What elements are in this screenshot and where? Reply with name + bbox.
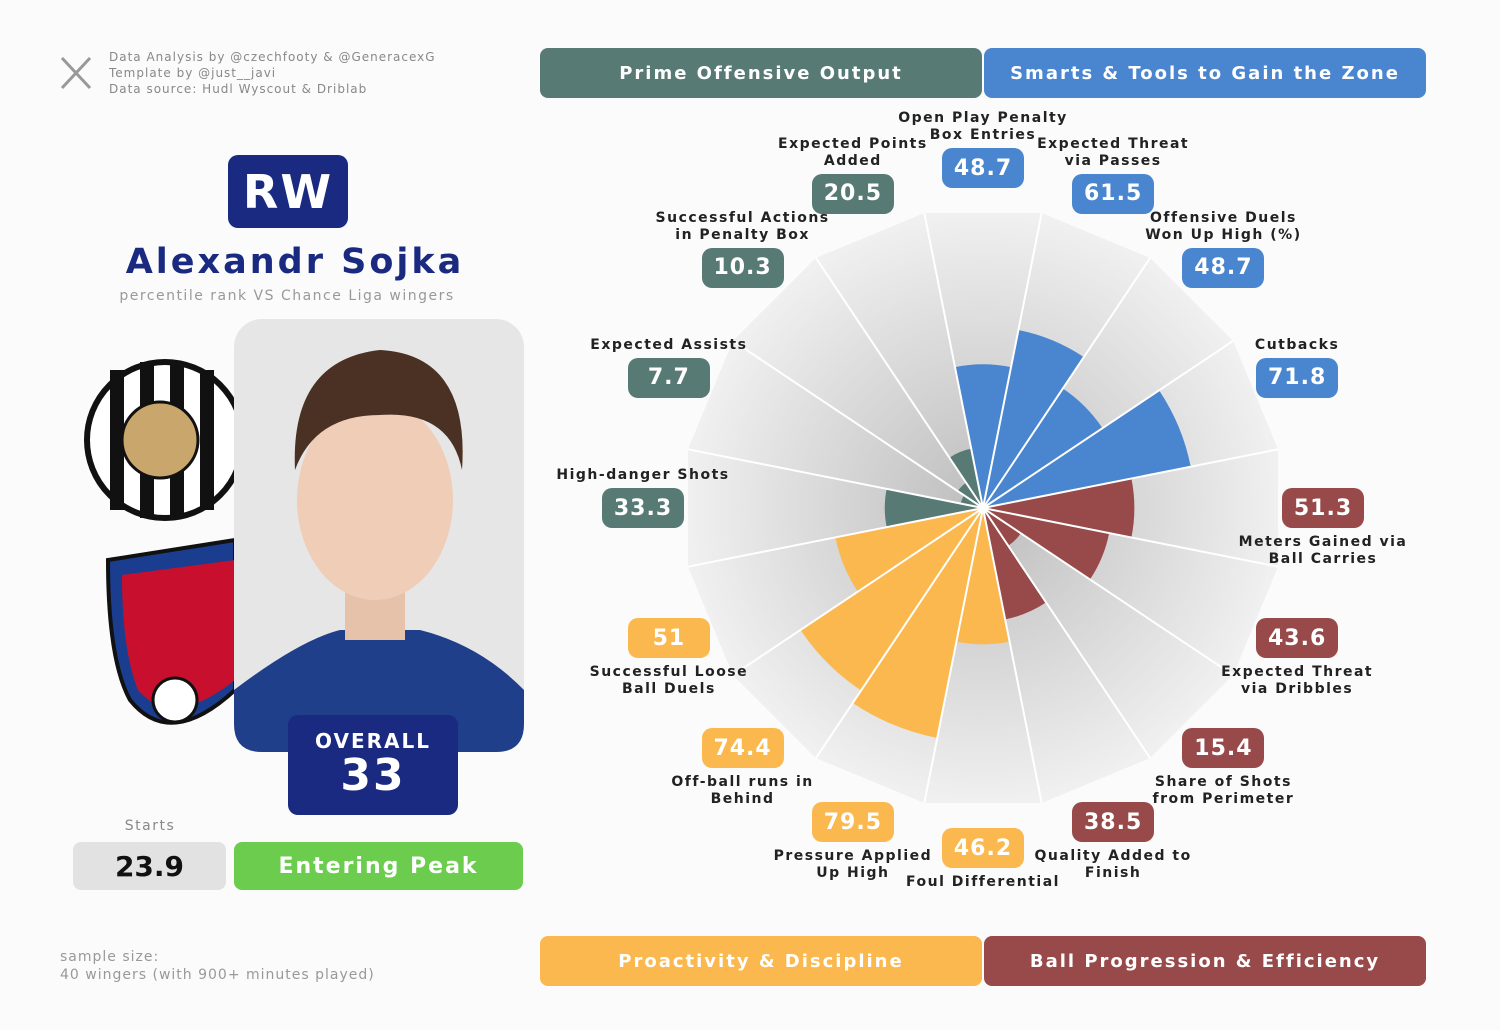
slice xyxy=(983,508,1047,620)
slice xyxy=(983,330,1084,508)
value-label: 7.7 xyxy=(627,357,710,398)
club-crest xyxy=(84,359,246,725)
stage-badge: Entering Peak xyxy=(234,842,523,890)
metric-label: Expected Threat via Passes xyxy=(1037,135,1190,169)
slice xyxy=(983,388,1103,508)
metric-label: Expected Threat via Dribbles xyxy=(1221,664,1374,698)
credit-line: Data Analysis by @czechfooty & @Generace… xyxy=(109,50,436,64)
x-logo xyxy=(60,56,92,90)
slice xyxy=(956,508,1010,645)
slice-divider xyxy=(815,507,984,759)
slice xyxy=(800,508,983,691)
slice-divider xyxy=(687,448,984,509)
sample-note: 40 wingers (with 900+ minutes played) xyxy=(60,967,375,983)
slice-divider xyxy=(982,507,1043,804)
player-subtitle: percentile rank VS Chance Liga wingers xyxy=(119,288,455,304)
value-label: 15.4 xyxy=(1182,728,1265,769)
overall-label: OVERALL xyxy=(315,728,431,753)
starts-value: 23.9 xyxy=(73,842,226,890)
starts-label: Starts xyxy=(124,818,176,834)
slice-divider xyxy=(982,340,1234,509)
slice xyxy=(884,488,983,528)
overall-value: 33 xyxy=(340,749,406,801)
group-banner: Smarts & Tools to Gain the Zone xyxy=(984,48,1426,98)
metric-label: Quality Added to Finish xyxy=(1034,848,1192,882)
value-label: 61.5 xyxy=(1072,173,1155,214)
value-label: 48.7 xyxy=(1182,247,1265,288)
slice-divider xyxy=(982,448,1279,509)
metric-label: Off-ball runs in Behind xyxy=(671,774,814,808)
slice-divider xyxy=(982,257,1151,509)
value-label: 79.5 xyxy=(811,802,894,843)
value-label: 51 xyxy=(627,618,710,659)
group-banner: Proactivity & Discipline xyxy=(540,936,982,986)
metric-label: High-danger Shots xyxy=(556,467,730,483)
slice xyxy=(983,508,1110,580)
slice xyxy=(949,448,983,508)
player-name: Alexandr Sojka xyxy=(125,242,465,282)
slice-divider xyxy=(815,257,984,509)
slice xyxy=(957,482,983,508)
group-banner: Prime Offensive Output xyxy=(540,48,982,98)
slice-divider xyxy=(732,507,984,676)
metric-label: Pressure Applied Up High xyxy=(773,848,933,882)
slice xyxy=(835,508,983,592)
slice xyxy=(983,478,1135,538)
slice xyxy=(983,508,1021,546)
value-label: 43.6 xyxy=(1256,618,1339,659)
metric-label: Open Play Penalty Box Entries xyxy=(898,110,1068,143)
slice xyxy=(954,364,1012,508)
slice-divider xyxy=(982,212,1043,509)
slice-divider xyxy=(982,507,1234,676)
value-label: 71.8 xyxy=(1256,357,1339,398)
value-label: 51.3 xyxy=(1282,488,1364,528)
slice-divider xyxy=(732,340,984,509)
slice xyxy=(852,508,983,739)
group-banner: Ball Progression & Efficiency xyxy=(984,936,1426,986)
metric-label: Cutbacks xyxy=(1254,336,1340,353)
value-label: 74.4 xyxy=(701,728,784,769)
value-label: 33.3 xyxy=(602,488,684,528)
position-badge: RW xyxy=(228,155,348,228)
metric-label: Expected Assists xyxy=(590,336,748,353)
credit-line: Template by @just__javi xyxy=(109,66,277,80)
metric-label: Foul Differential xyxy=(906,874,1060,890)
value-label: 46.2 xyxy=(942,828,1024,868)
sample-note: sample size: xyxy=(60,949,160,965)
metric-label: Share of Shots from Perimeter xyxy=(1152,774,1295,808)
slice-divider xyxy=(687,507,984,568)
value-label: 20.5 xyxy=(811,173,894,214)
slice-divider xyxy=(923,507,984,804)
metric-label: Successful Loose Ball Duels xyxy=(589,664,749,698)
player-photo xyxy=(234,319,524,752)
credit-line: Data source: Hudl Wyscout & Driblab xyxy=(109,82,368,96)
metric-label: Meters Gained via Ball Carries xyxy=(1238,534,1408,567)
value-label: 48.7 xyxy=(942,148,1024,188)
metric-label: Expected Points Added xyxy=(778,135,928,169)
slice-divider xyxy=(982,507,1151,759)
metric-label: Offensive Duels Won Up High (%) xyxy=(1145,209,1302,243)
value-label: 38.5 xyxy=(1072,802,1155,843)
overall-box: OVERALL 33 xyxy=(288,715,458,815)
metric-label: Successful Actions in Penalty Box xyxy=(655,209,830,243)
slice xyxy=(983,390,1191,508)
value-label: 10.3 xyxy=(701,247,784,288)
slice-divider xyxy=(982,507,1279,568)
slice-divider xyxy=(923,212,984,509)
